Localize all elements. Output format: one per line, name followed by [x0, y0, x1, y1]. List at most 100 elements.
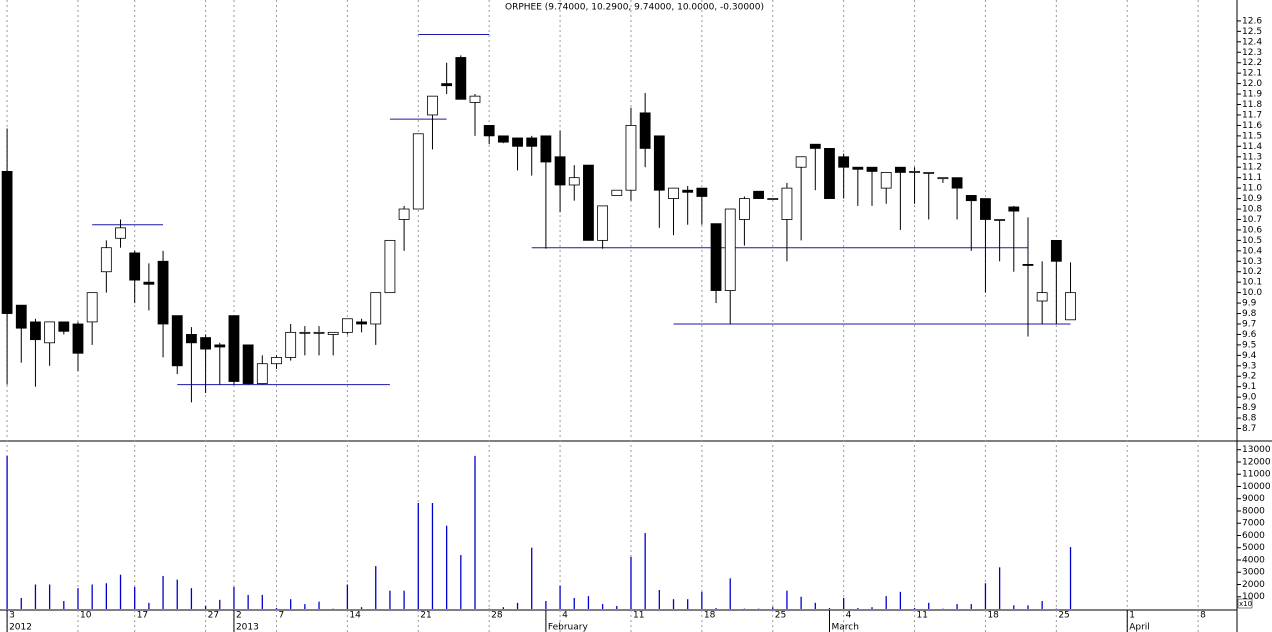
- candle-body: [951, 177, 963, 189]
- candle-body: [710, 223, 722, 291]
- candle-body: [171, 315, 183, 367]
- x-tick-label: 3: [9, 611, 15, 621]
- x-tick-label: 11: [633, 611, 644, 621]
- candle-body: [540, 135, 552, 163]
- candle-body: [994, 219, 1006, 221]
- y-tick-label: 11.8: [1242, 100, 1262, 110]
- candle-body: [724, 208, 736, 291]
- candle-body: [980, 198, 991, 220]
- y-tick-label: 12.1: [1242, 69, 1262, 79]
- y2-tick-label: 5000: [1242, 543, 1265, 553]
- y-tick-label: 12.6: [1242, 16, 1262, 26]
- candle-body: [1022, 264, 1034, 266]
- x-tick-label: 27: [208, 611, 219, 621]
- candle-body: [611, 189, 623, 196]
- y-tick-label: 11.0: [1242, 184, 1262, 194]
- candle-body: [143, 281, 155, 285]
- y-tick-label: 12.4: [1242, 37, 1262, 47]
- y-tick-label: 10.5: [1242, 236, 1262, 246]
- candle-body: [469, 95, 481, 103]
- y-tick-label: 9.2: [1242, 372, 1256, 382]
- candle-body: [100, 247, 112, 273]
- x-tick-label: 18: [987, 611, 999, 621]
- x-tick-label: 28: [491, 611, 503, 621]
- y-tick-label: 10.0: [1242, 288, 1262, 298]
- chart-title: ORPHEE (9.74000, 10.2900, 9.74000, 10.00…: [505, 3, 764, 13]
- candle-body: [1008, 206, 1020, 212]
- y-tick-label: 11.9: [1242, 90, 1262, 100]
- y-tick-label: 12.0: [1242, 79, 1262, 89]
- candle-body: [909, 171, 920, 173]
- candle-body: [15, 304, 27, 329]
- candle-body: [526, 137, 538, 147]
- candle-body: [398, 208, 410, 220]
- x-tick-label: 11: [917, 611, 928, 621]
- y-tick-label: 8.9: [1242, 403, 1257, 413]
- candle-body: [838, 156, 850, 168]
- candle-body: [58, 321, 70, 332]
- y-tick-label: 11.3: [1242, 152, 1262, 162]
- candle-body: [781, 187, 793, 220]
- candle-body: [370, 292, 382, 325]
- candle-body: [214, 344, 226, 348]
- y2-tick-label: 6000: [1242, 531, 1265, 541]
- x-tick-label: 17: [137, 611, 148, 621]
- candle-body: [625, 125, 637, 191]
- candle-body: [923, 172, 935, 174]
- candle-body: [894, 166, 906, 173]
- candle-body: [639, 112, 651, 149]
- y-tick-label: 11.1: [1242, 173, 1262, 183]
- candle-body: [653, 135, 665, 191]
- candle-body: [483, 125, 495, 137]
- candle-body: [512, 137, 523, 147]
- y2-tick-label: 2000: [1242, 580, 1265, 590]
- y-tick-label: 10.2: [1242, 267, 1262, 277]
- y-tick-label: 10.6: [1242, 225, 1262, 235]
- x-tick-label: 4: [562, 611, 568, 621]
- candle-body: [880, 172, 892, 189]
- y2-tick-label: 8000: [1242, 506, 1265, 516]
- candle-body: [696, 187, 708, 197]
- candle-body: [753, 190, 764, 199]
- y-tick-label: 9.5: [1242, 340, 1256, 350]
- x-tick-label: 25: [1058, 611, 1069, 621]
- candle-body: [327, 331, 339, 335]
- candle-body: [767, 198, 779, 200]
- candle-body: [852, 166, 864, 170]
- candle-body: [597, 205, 609, 241]
- candle-body: [86, 292, 98, 323]
- candle-body: [72, 323, 84, 354]
- candle-body: [583, 164, 594, 241]
- candle-body: [1036, 292, 1048, 302]
- x-major-label: 2013: [236, 623, 259, 632]
- y-tick-label: 9.9: [1242, 299, 1257, 309]
- y-tick-label: 11.2: [1242, 163, 1262, 173]
- y-tick-label: 8.7: [1242, 424, 1256, 434]
- y-tick-label: 11.6: [1242, 121, 1262, 131]
- candle-body: [356, 321, 367, 325]
- candle-body: [115, 227, 126, 239]
- x-tick-label: 2: [236, 611, 242, 621]
- y-tick-label: 9.7: [1242, 319, 1256, 329]
- axis-note-box: [1237, 598, 1253, 609]
- y-tick-label: 11.7: [1242, 110, 1262, 120]
- candle-body: [285, 331, 297, 358]
- y2-tick-label: 4000: [1242, 555, 1265, 565]
- candle-body: [937, 177, 949, 180]
- x-tick-label: 21: [420, 611, 431, 621]
- candle-body: [186, 334, 197, 344]
- candle-body: [568, 177, 580, 186]
- candle-body: [384, 239, 396, 294]
- y-tick-label: 9.3: [1242, 361, 1256, 371]
- y-tick-label: 10.3: [1242, 257, 1262, 267]
- x-tick-label: 1: [1129, 611, 1135, 621]
- candle-body: [809, 143, 821, 149]
- candle-body: [129, 252, 141, 281]
- x-major-label: April: [1129, 623, 1150, 632]
- y-tick-label: 9.6: [1242, 330, 1257, 340]
- candle-body: [242, 344, 254, 384]
- candle-body: [1, 171, 13, 314]
- y2-tick-label: 11000: [1242, 470, 1271, 480]
- candle-body: [427, 95, 438, 116]
